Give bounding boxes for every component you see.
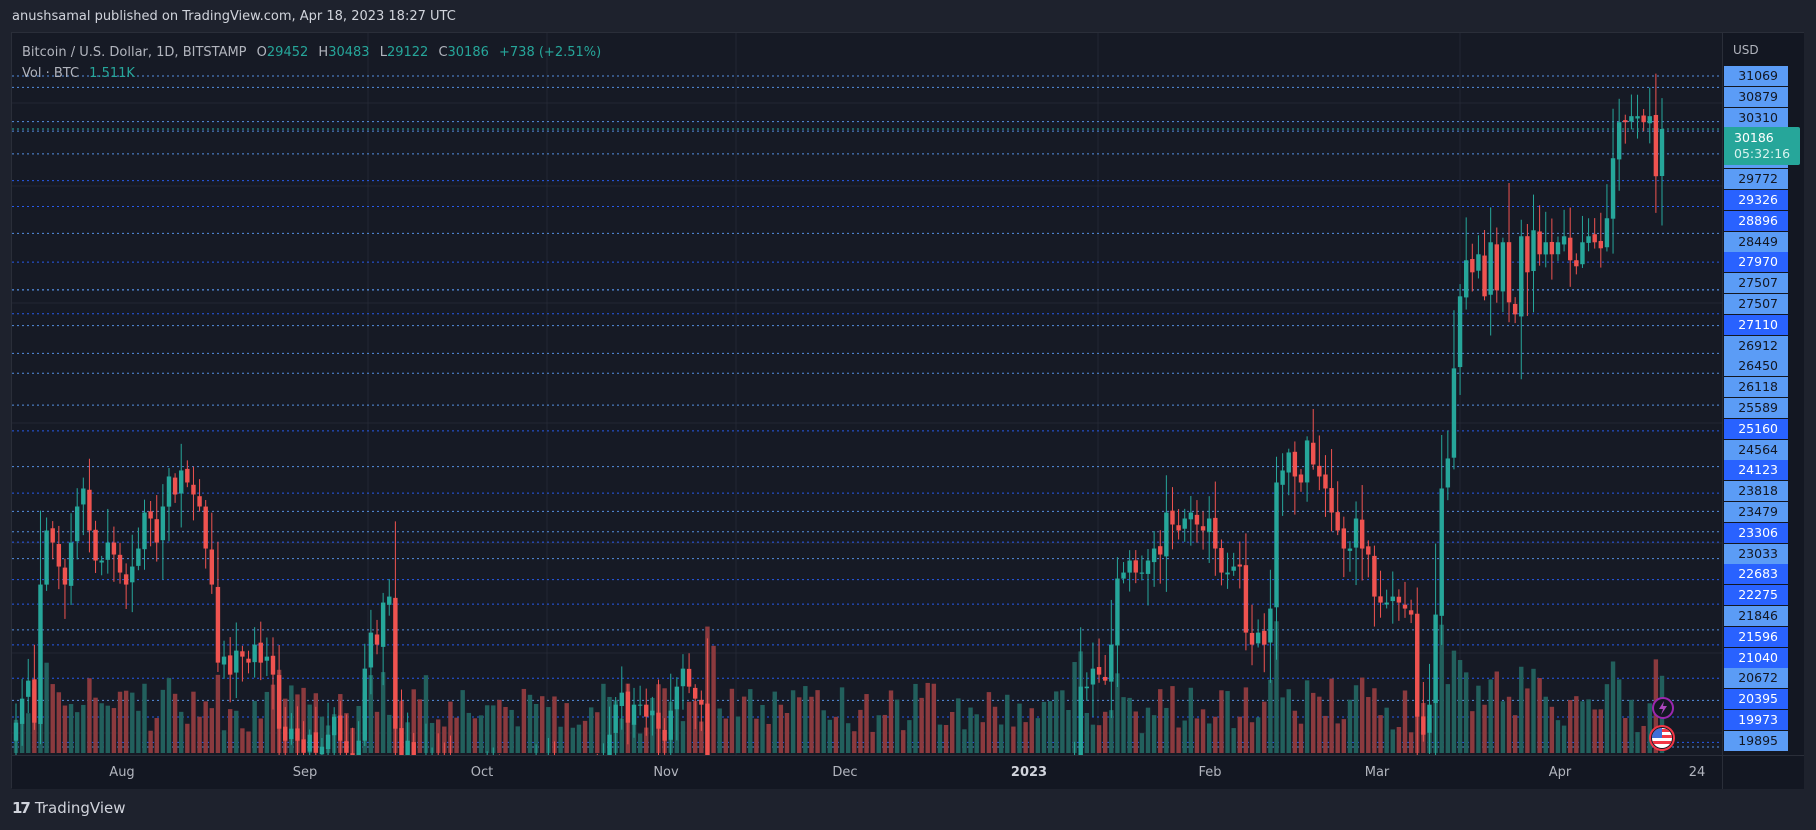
us-flag-event-icon[interactable] [1649,725,1675,751]
currency-label[interactable]: USD [1733,43,1759,57]
price-level-label: 21040 [1724,647,1788,668]
close-label: C [438,45,448,60]
legend-symbol-row: Bitcoin / U.S. Dollar, 1D, BITSTAMP O294… [22,42,601,63]
price-level-label: 21596 [1724,626,1788,647]
price-level-label: 27507 [1724,273,1788,294]
open-label: O [256,45,267,60]
price-level-label: 28896 [1724,210,1788,231]
price-level-label: 23818 [1724,481,1788,502]
lightning-event-icon[interactable] [1652,697,1674,719]
price-level-label: 27507 [1724,294,1788,314]
price-level-label: 27970 [1724,252,1788,273]
price-level-label: 29772 [1724,169,1788,190]
time-tick-label: Sep [292,765,318,780]
tradingview-logo-icon: 17 [12,799,31,817]
time-tick-label: Feb [1198,765,1222,780]
volume-value: 1.511K [89,66,135,81]
axis-corner [1722,755,1804,789]
close-value: 30186 [447,45,489,60]
low-value: 29122 [386,45,429,60]
tradingview-logo[interactable]: 17 TradingView [12,799,126,817]
price-level-label: 27110 [1724,314,1788,335]
price-level-label: 23479 [1724,502,1788,522]
current-price: 30186 [1734,130,1774,145]
price-level-label: 23306 [1724,522,1788,543]
time-tick-label: Oct [470,765,494,780]
price-level-label: 26118 [1724,377,1788,398]
time-axis[interactable] [12,755,1722,789]
high-label: H [318,45,329,60]
publish-line: anushsamal published on TradingView.com,… [12,9,456,24]
volume-label[interactable]: Vol · BTC [22,66,80,81]
symbol-name[interactable]: Bitcoin / U.S. Dollar, 1D, BITSTAMP [22,45,247,60]
price-level-label: 21846 [1724,606,1788,626]
chart-legend: Bitcoin / U.S. Dollar, 1D, BITSTAMP O294… [22,42,601,84]
price-level-label: 20672 [1724,668,1788,689]
price-level-label: 31069 [1724,66,1788,86]
price-level-label: 19895 [1724,730,1788,751]
price-level-label: 23033 [1724,543,1788,564]
current-price-label: 30186 05:32:16 [1724,127,1800,165]
price-level-label: 25589 [1724,398,1788,418]
price-level-label: 30310 [1724,107,1788,128]
time-tick-label: 2023 [1010,765,1048,780]
price-level-label: 28449 [1724,231,1788,252]
price-level-label: 29326 [1724,190,1788,210]
time-tick-label: Apr [1548,765,1572,780]
price-level-label: 19973 [1724,710,1788,730]
price-level-label: 24123 [1724,460,1788,481]
legend-volume-row: Vol · BTC 1.511K [22,63,601,84]
high-value: 30483 [328,45,370,60]
price-level-label: 26912 [1724,335,1788,356]
price-level-label: 26450 [1724,356,1788,377]
candlestick-chart [12,33,1722,755]
price-level-label: 20395 [1724,689,1788,710]
price-level-label: 24564 [1724,439,1788,460]
price-level-label: 22683 [1724,564,1788,585]
time-tick-label: Aug [109,765,135,780]
time-tick-label: Nov [653,765,679,780]
price-level-label: 22275 [1724,585,1788,606]
price-level-label: 30879 [1724,86,1788,107]
open-value: 29452 [266,45,309,60]
price-level-label: 25160 [1724,418,1788,439]
change-value: +738 (+2.51%) [499,45,602,60]
chart-pane[interactable] [12,33,1722,755]
time-tick-label: 24 [1688,765,1706,780]
low-label: L [379,45,387,60]
brand-name: TradingView [34,799,126,817]
bar-countdown: 05:32:16 [1734,146,1791,161]
time-tick-label: Mar [1364,765,1390,780]
time-tick-label: Dec [832,765,858,780]
